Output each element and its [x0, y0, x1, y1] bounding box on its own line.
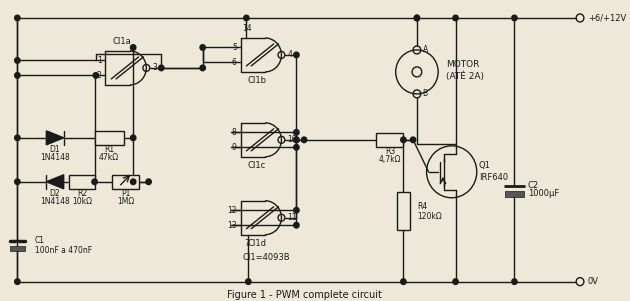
- Text: R2: R2: [77, 189, 87, 198]
- Text: 8: 8: [232, 128, 237, 137]
- Text: 4,7kΩ: 4,7kΩ: [379, 155, 401, 164]
- Text: MOTOR: MOTOR: [446, 61, 479, 70]
- Text: 4: 4: [288, 51, 292, 59]
- Text: 9: 9: [232, 143, 237, 152]
- Text: 11: 11: [288, 213, 297, 222]
- Circle shape: [294, 137, 299, 143]
- Circle shape: [14, 58, 20, 63]
- Text: 5: 5: [232, 43, 237, 52]
- Circle shape: [294, 52, 299, 58]
- Circle shape: [401, 279, 406, 284]
- Bar: [69, 175, 94, 189]
- Text: P1: P1: [121, 189, 130, 198]
- Polygon shape: [47, 175, 64, 189]
- Text: 100nF a 470nF: 100nF a 470nF: [35, 246, 92, 255]
- Circle shape: [130, 135, 136, 141]
- Text: IRF640: IRF640: [479, 173, 508, 182]
- Circle shape: [512, 279, 517, 284]
- Text: 2: 2: [97, 71, 101, 80]
- Text: (ATÉ 2A): (ATÉ 2A): [446, 71, 484, 81]
- Text: CI1c: CI1c: [248, 161, 266, 170]
- Circle shape: [146, 179, 151, 185]
- Text: 1000μF: 1000μF: [528, 189, 559, 198]
- Circle shape: [14, 15, 20, 21]
- Text: CI1d: CI1d: [247, 239, 266, 248]
- Text: 13: 13: [227, 221, 237, 230]
- Bar: [112, 175, 139, 189]
- Circle shape: [401, 137, 406, 143]
- Text: B: B: [423, 89, 428, 98]
- Text: CI1b: CI1b: [247, 76, 266, 85]
- Circle shape: [294, 129, 299, 135]
- Text: CI1a: CI1a: [112, 37, 131, 46]
- Circle shape: [246, 279, 251, 284]
- Text: 10: 10: [288, 135, 297, 144]
- Text: 1N4148: 1N4148: [40, 153, 70, 162]
- Circle shape: [294, 207, 299, 213]
- Circle shape: [14, 279, 20, 284]
- Circle shape: [14, 73, 20, 78]
- Text: Q1: Q1: [479, 161, 491, 170]
- Bar: [505, 191, 524, 197]
- Circle shape: [200, 45, 205, 50]
- Text: R4: R4: [417, 202, 427, 211]
- Text: 14: 14: [243, 24, 252, 33]
- Circle shape: [130, 45, 136, 50]
- Bar: [376, 133, 403, 147]
- Text: 1: 1: [97, 56, 101, 65]
- Text: R1: R1: [104, 145, 114, 154]
- Circle shape: [159, 65, 164, 71]
- Circle shape: [92, 179, 97, 185]
- Text: 47kΩ: 47kΩ: [99, 153, 119, 162]
- Circle shape: [453, 15, 458, 21]
- Bar: [397, 192, 410, 230]
- Text: 6: 6: [232, 58, 237, 67]
- Text: D2: D2: [50, 189, 60, 198]
- Text: Figure 1 - PWM complete circuit: Figure 1 - PWM complete circuit: [227, 290, 381, 299]
- Text: C1: C1: [35, 236, 45, 245]
- Circle shape: [200, 65, 205, 71]
- Text: R3: R3: [385, 147, 395, 156]
- Circle shape: [14, 179, 20, 185]
- Text: 0V: 0V: [588, 277, 598, 286]
- Text: A: A: [423, 45, 428, 54]
- Circle shape: [301, 137, 307, 143]
- Circle shape: [93, 73, 98, 78]
- Circle shape: [453, 279, 458, 284]
- Text: 1MΩ: 1MΩ: [117, 197, 134, 206]
- Polygon shape: [47, 131, 64, 145]
- Text: 12: 12: [227, 206, 237, 215]
- Text: 3: 3: [152, 64, 158, 73]
- Circle shape: [415, 15, 420, 21]
- Circle shape: [410, 137, 416, 143]
- Text: 7: 7: [244, 239, 249, 248]
- Circle shape: [14, 135, 20, 141]
- Text: +6/+12V: +6/+12V: [588, 14, 626, 23]
- Circle shape: [130, 179, 136, 185]
- Text: C2: C2: [528, 181, 539, 190]
- Text: D1: D1: [50, 145, 60, 154]
- Bar: [9, 246, 25, 251]
- Text: CI1=4093B: CI1=4093B: [243, 253, 290, 262]
- Circle shape: [294, 144, 299, 150]
- Text: 10kΩ: 10kΩ: [72, 197, 92, 206]
- Circle shape: [512, 15, 517, 21]
- Circle shape: [294, 137, 299, 143]
- Text: 1N4148: 1N4148: [40, 197, 70, 206]
- Circle shape: [244, 15, 249, 21]
- Circle shape: [294, 222, 299, 228]
- Circle shape: [415, 15, 420, 21]
- Text: 120kΩ: 120kΩ: [417, 212, 442, 221]
- Bar: [94, 131, 123, 145]
